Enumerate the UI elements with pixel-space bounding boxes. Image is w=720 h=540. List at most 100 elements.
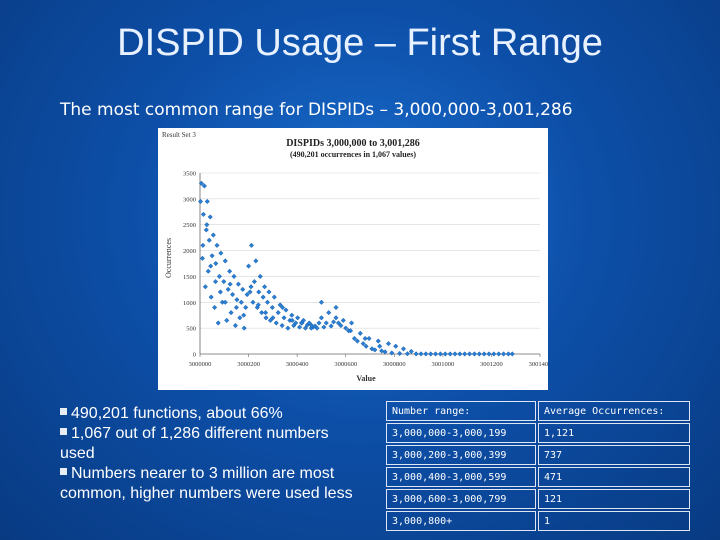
table-row: 3,000,400-3,000,599 471 [386,467,690,487]
square-bullet-icon [60,428,67,436]
y-tick-label: 1000 [183,300,196,307]
data-point [501,351,507,357]
bullet-item: Numbers nearer to 3 million are most com… [60,464,360,504]
x-tick-label: 3000400 [286,361,309,368]
data-point [372,347,378,353]
data-point [253,258,259,264]
data-point [235,281,241,287]
data-point [447,351,453,357]
data-point [217,289,223,295]
data-point [259,310,265,316]
range-table: Number range: Average Occurrences: 3,000… [384,399,692,533]
data-point [206,237,212,243]
data-point [207,214,213,220]
data-point [481,351,487,357]
chart-subtitle: (490,201 occurrences in 1,067 values) [290,150,416,159]
data-point [351,335,358,342]
data-point [250,299,256,305]
data-point [233,304,239,311]
data-point [251,279,257,285]
data-point [340,317,346,323]
data-point [389,350,395,356]
data-point [212,279,219,285]
chart-title: DISPIDs 3,000,000 to 3,001,286 [286,138,420,149]
data-point [199,255,205,261]
data-point [269,304,275,311]
data-point [323,320,329,326]
data-point [263,315,269,321]
data-point [257,273,263,279]
data-point [321,324,327,330]
data-point [248,284,254,290]
table-cell: 3,000,200-3,000,399 [386,445,536,465]
y-tick-label: 3000 [183,196,196,203]
data-point [273,320,279,326]
data-point [283,307,289,313]
data-point [289,317,295,323]
data-point [208,263,214,269]
data-point [204,222,210,228]
data-point [240,286,246,292]
data-point [277,302,283,308]
data-point [281,315,287,321]
table-cell: 3,000,000-3,000,199 [386,423,536,443]
data-point [397,350,403,357]
data-point [328,323,334,329]
data-point [366,335,372,342]
data-point [377,343,383,349]
data-point [505,351,511,357]
data-point [335,320,341,326]
data-point [256,289,262,295]
data-point [348,328,354,334]
data-point [205,268,211,274]
data-point [457,351,463,357]
table-cell: 3,000,800+ [386,511,536,531]
x-tick-label: 3001000 [431,361,454,368]
chart-tick-labels: 0 500 1000 1500 2000 2500 3000 3500 3000000 30002… [183,171,548,369]
data-point [275,310,281,316]
data-point [243,304,249,311]
data-point [309,323,315,329]
scatter-chart: Result Set 3 DISPIDs 3,000,000 to 3,001,… [158,128,548,390]
chart-svg: Result Set 3 DISPIDs 3,000,000 to 3,001,… [162,131,548,383]
data-point [200,211,206,217]
data-point [218,250,224,256]
y-tick-label: 3500 [183,171,196,178]
data-point [491,351,497,357]
data-point [270,315,276,321]
table-cell: 121 [538,489,690,509]
data-point [248,242,255,248]
data-point [244,291,250,298]
y-tick-label: 0 [193,352,196,359]
data-point [264,299,271,305]
data-point [428,351,434,357]
table-header-cell: Number range: [386,401,536,421]
bullet-list: 490,201 functions, about 66% 1,067 out o… [60,404,360,504]
table-cell: 3,000,400-3,000,599 [386,467,536,487]
table-row: 3,000,200-3,000,399 737 [386,445,690,465]
table-header-row: Number range: Average Occurrences: [386,401,690,421]
table-cell: 1 [538,511,690,531]
data-point [279,323,285,329]
table-cell: 3,000,600-3,000,799 [386,489,536,509]
x-tick-label: 3001400 [529,361,548,368]
data-point [201,183,207,189]
data-point [343,325,349,331]
data-point [418,351,424,357]
data-point [209,253,215,259]
data-point [197,198,204,204]
data-point [316,320,322,326]
data-point [293,320,299,326]
data-point [437,351,443,357]
data-point [231,273,237,279]
data-point [400,346,407,352]
chart-sheet-label: Result Set 3 [162,131,196,139]
data-point [246,263,252,269]
data-point [221,279,227,285]
x-tick-label: 3001200 [480,361,503,368]
data-point [234,297,240,303]
data-point [318,299,324,305]
x-tick-label: 3000200 [237,361,260,368]
data-point [267,317,273,323]
chart-axes [199,173,541,357]
